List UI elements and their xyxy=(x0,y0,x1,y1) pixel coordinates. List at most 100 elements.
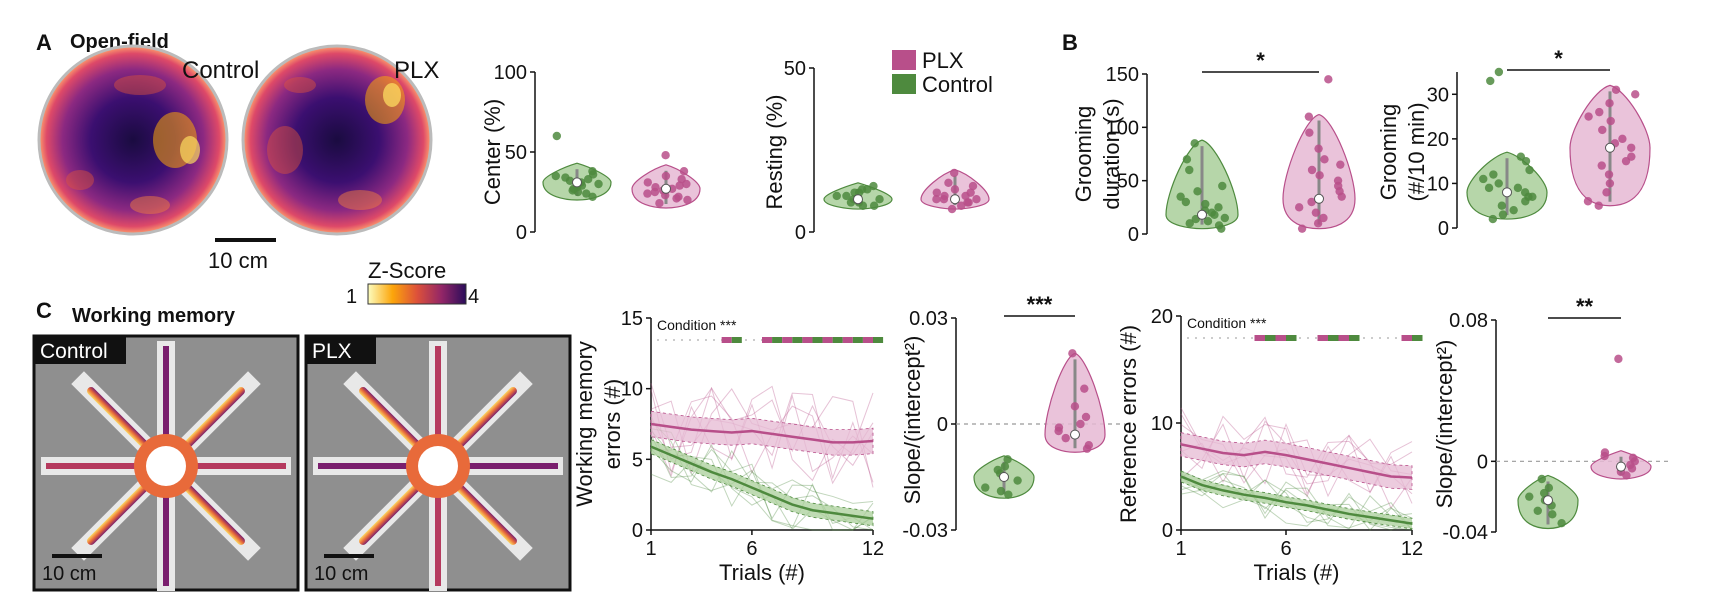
data-point xyxy=(1335,187,1344,196)
data-point xyxy=(846,198,856,207)
mean-line-plx xyxy=(650,422,874,444)
sig-marker-plx xyxy=(721,337,732,343)
data-point xyxy=(1304,112,1314,121)
data-point xyxy=(1557,518,1566,528)
sig-marker-control xyxy=(731,337,742,343)
y-tick-label: 0 xyxy=(1128,224,1139,246)
data-point xyxy=(956,201,966,210)
sig-marker-plx xyxy=(822,337,833,343)
maze-plx-label: PLX xyxy=(312,340,352,363)
median-marker xyxy=(950,194,960,205)
data-point xyxy=(1068,349,1077,358)
x-tick-label: 6 xyxy=(746,538,757,560)
data-point xyxy=(1509,205,1518,215)
y-tick-label: 0 xyxy=(632,520,643,542)
data-point xyxy=(561,173,570,182)
data-point xyxy=(1597,161,1606,170)
y-tick-label: 0 xyxy=(1438,218,1449,240)
panel-letter-c: C xyxy=(36,298,52,323)
data-point xyxy=(1488,214,1498,224)
panel-c-title: Working memory xyxy=(72,305,236,327)
data-point xyxy=(950,185,960,194)
data-point xyxy=(1315,171,1324,180)
data-point xyxy=(1082,444,1092,453)
chart-resting: 0 50 Resting (%) xyxy=(762,58,990,244)
significance-label: * xyxy=(1554,46,1563,71)
data-point xyxy=(672,194,681,203)
data-point xyxy=(869,201,879,210)
data-point xyxy=(1324,75,1333,84)
data-point xyxy=(1294,203,1304,212)
data-point xyxy=(1181,197,1191,207)
data-point xyxy=(1314,144,1323,153)
sig-marker-control xyxy=(1265,335,1276,341)
data-point xyxy=(1305,128,1314,137)
data-point xyxy=(1176,192,1185,201)
median-marker xyxy=(1616,461,1626,472)
y-tick-label: 20 xyxy=(1427,129,1449,151)
chart-ref-slope: -0.04 0 0.08 Slope/(intercept²) ** xyxy=(1432,294,1671,544)
median-marker xyxy=(1314,193,1324,204)
panel-letter-b: B xyxy=(1062,30,1078,55)
data-point xyxy=(1484,183,1494,193)
maze-control-arms xyxy=(41,341,291,591)
data-point xyxy=(993,465,1002,475)
data-point xyxy=(1605,179,1615,188)
y-axis-label: errors (#) xyxy=(600,379,625,469)
data-point xyxy=(981,483,990,492)
data-point xyxy=(675,181,684,190)
data-point xyxy=(842,191,851,201)
colorbar xyxy=(367,283,467,305)
data-point xyxy=(1594,201,1603,210)
chart-center: 0 50 100 Center (%) xyxy=(480,62,701,244)
y-tick-label: 30 xyxy=(1427,84,1449,106)
sig-marker-plx xyxy=(862,337,873,343)
data-point xyxy=(1061,433,1070,443)
median-marker xyxy=(853,194,863,205)
condition-annotation: Condition *** xyxy=(657,317,737,333)
data-point xyxy=(643,189,652,198)
data-point xyxy=(1076,419,1085,429)
data-point xyxy=(1185,165,1194,175)
y-tick-label: 5 xyxy=(632,449,643,471)
data-point xyxy=(1539,488,1549,498)
data-point xyxy=(1054,423,1064,432)
y-tick-label: 0 xyxy=(795,222,806,244)
panel-letter-a: A xyxy=(36,30,52,55)
mean-line-control xyxy=(650,445,874,520)
heatmap-control-hotspots xyxy=(66,75,200,214)
data-point xyxy=(972,195,981,204)
y-axis-label: Working memory xyxy=(572,341,597,507)
data-point xyxy=(1185,219,1194,228)
colorbar-title: Z-Score xyxy=(368,258,446,283)
data-point xyxy=(1214,203,1223,212)
data-point xyxy=(1311,208,1321,217)
data-point xyxy=(1193,187,1202,196)
data-point xyxy=(1513,183,1523,193)
heatmap-control-label: Control xyxy=(182,57,259,84)
data-point xyxy=(996,486,1006,496)
heatmap-plx-hotspots xyxy=(267,76,405,210)
sig-marker-control xyxy=(812,337,823,343)
y-tick-label: 0 xyxy=(516,222,527,244)
median-marker xyxy=(572,177,582,188)
data-point xyxy=(1627,143,1636,152)
data-point xyxy=(661,151,670,160)
data-point xyxy=(1210,210,1219,219)
data-point xyxy=(1614,354,1623,364)
data-point xyxy=(588,170,598,179)
data-point xyxy=(875,195,884,204)
sig-marker-control xyxy=(832,337,843,343)
heatmap-plx xyxy=(241,44,433,236)
sig-marker-control xyxy=(1349,335,1360,341)
data-point xyxy=(1516,152,1526,161)
data-point xyxy=(940,191,949,201)
data-point xyxy=(1626,460,1635,470)
data-point xyxy=(1498,210,1508,219)
y-tick-label: 0.08 xyxy=(1449,310,1488,332)
legend-swatch-control xyxy=(892,74,916,94)
data-point xyxy=(1218,181,1227,191)
x-axis-label: Trials (#) xyxy=(719,560,805,585)
y-tick-label: 0 xyxy=(937,414,948,436)
